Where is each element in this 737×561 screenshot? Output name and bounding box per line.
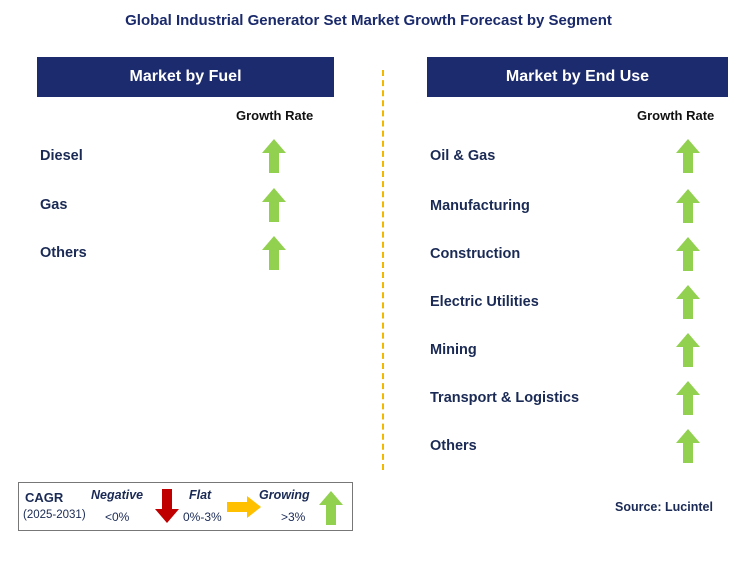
legend-cagr: CAGR xyxy=(25,490,64,505)
up-arrow-icon xyxy=(262,139,286,173)
up-arrow-icon xyxy=(676,189,700,223)
left-item-label: Diesel xyxy=(40,148,83,164)
right-item-label: Others xyxy=(430,438,477,454)
up-arrow-icon xyxy=(676,381,700,415)
down-arrow-icon xyxy=(155,489,179,523)
divider xyxy=(382,70,384,470)
legend-flat: Flat xyxy=(189,488,212,502)
page-title: Global Industrial Generator Set Market G… xyxy=(125,12,612,29)
up-arrow-icon xyxy=(676,429,700,463)
up-arrow-icon xyxy=(676,333,700,367)
right-item-label: Mining xyxy=(430,342,477,358)
right-item-label: Construction xyxy=(430,246,521,262)
up-arrow-icon xyxy=(262,236,286,270)
fuel-growth-label: Growth Rate xyxy=(236,108,314,123)
right-arrow-icon xyxy=(227,496,261,518)
legend-growing: Growing xyxy=(259,488,310,502)
end-use-header: Market by End Use xyxy=(427,57,728,97)
legend: CAGR (2025-2031) Negative <0% Flat 0%-3%… xyxy=(18,482,353,531)
up-arrow-icon xyxy=(319,491,343,525)
right-item-label: Electric Utilities xyxy=(430,294,539,310)
end-use-growth-label: Growth Rate xyxy=(637,108,715,123)
legend-growing-range: >3% xyxy=(281,510,306,524)
left-item-label: Others xyxy=(40,245,87,261)
legend-negative-range: <0% xyxy=(105,510,130,524)
up-arrow-icon xyxy=(676,139,700,173)
up-arrow-icon xyxy=(676,285,700,319)
legend-negative: Negative xyxy=(91,488,144,502)
right-item-label: Manufacturing xyxy=(430,198,530,214)
legend-period: (2025-2031) xyxy=(23,509,86,521)
source: Source: Lucintel xyxy=(615,500,713,514)
right-item-label: Transport & Logistics xyxy=(430,390,580,406)
up-arrow-icon xyxy=(262,188,286,222)
fuel-header: Market by Fuel xyxy=(37,57,334,97)
left-item-label: Gas xyxy=(40,197,68,213)
up-arrow-icon xyxy=(676,237,700,271)
right-item-label: Oil & Gas xyxy=(430,148,496,164)
legend-flat-range: 0%-3% xyxy=(183,510,222,524)
